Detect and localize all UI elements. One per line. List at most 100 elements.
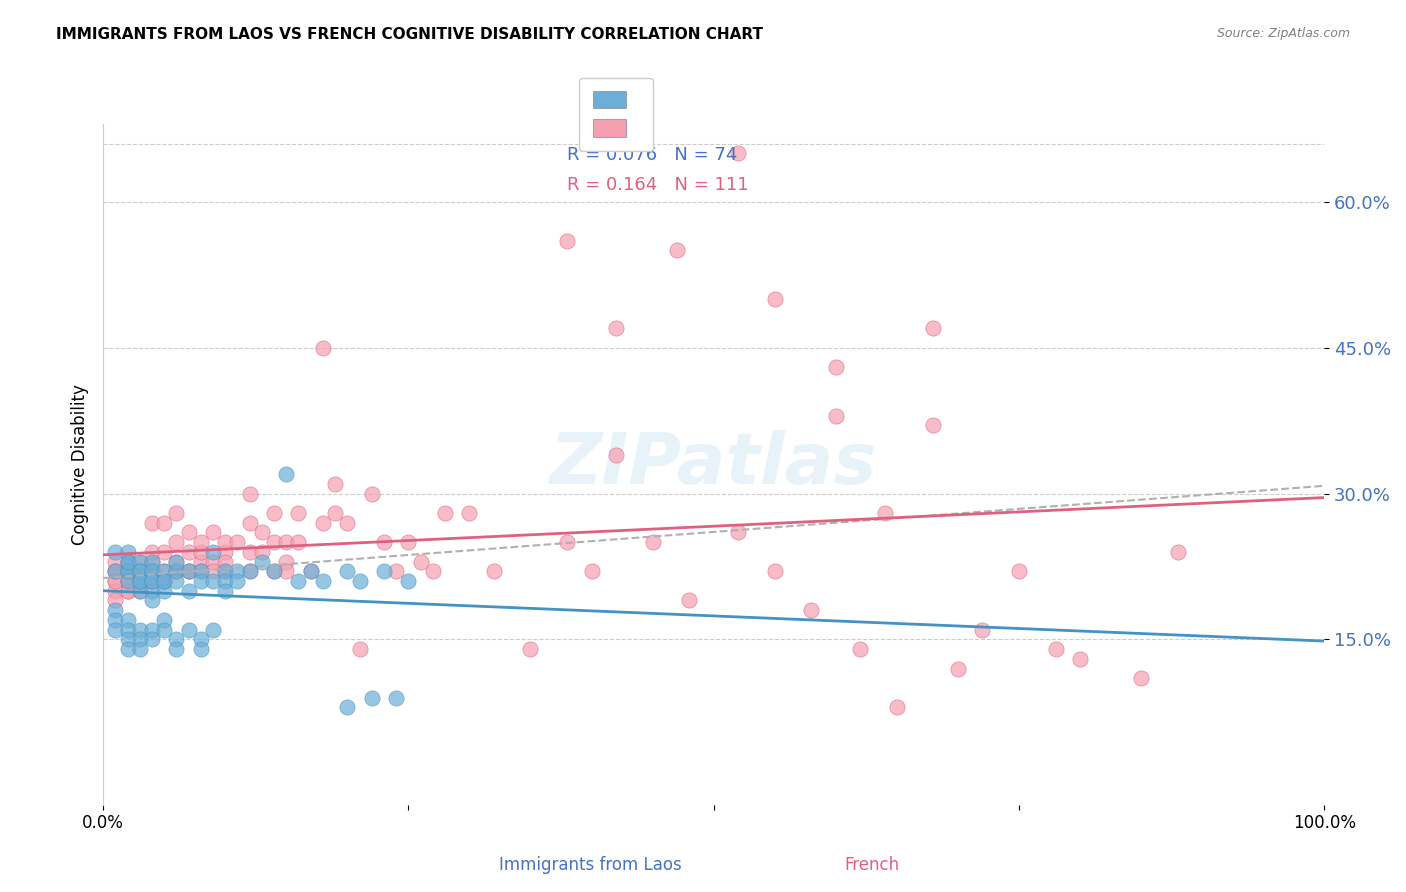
Point [482,564,505,578]
Legend: , : , [579,78,652,151]
Point [276,535,298,549]
Point [141,583,163,598]
Point [128,583,150,598]
Point [141,574,163,588]
Point [141,574,163,588]
Point [128,642,150,657]
Point [177,623,200,637]
Point [128,574,150,588]
Point [104,593,127,607]
Point [214,583,236,598]
Point [336,516,359,530]
Point [128,632,150,647]
Point [128,564,150,578]
Point [214,574,236,588]
Point [141,564,163,578]
Point [763,292,786,306]
Point [555,234,578,248]
Point [117,555,139,569]
Point [849,642,872,657]
Point [214,564,236,578]
Point [190,535,212,549]
Point [165,555,187,569]
Point [336,564,359,578]
Point [128,555,150,569]
Point [287,506,309,520]
Point [177,525,200,540]
Point [153,623,176,637]
Point [336,700,359,714]
Point [117,642,139,657]
Point [226,574,249,588]
Point [141,632,163,647]
Point [250,525,273,540]
Point [763,564,786,578]
Point [165,535,187,549]
Point [153,574,176,588]
Point [190,564,212,578]
Point [165,506,187,520]
Point [202,525,225,540]
Point [409,555,432,569]
Point [190,545,212,559]
Point [153,574,176,588]
Point [1045,642,1067,657]
Point [153,564,176,578]
Point [605,321,627,335]
Point [117,574,139,588]
Point [824,409,846,423]
Point [824,360,846,375]
Point [117,564,139,578]
Point [165,632,187,647]
Point [263,535,285,549]
Point [1008,564,1031,578]
Point [104,564,127,578]
Point [141,555,163,569]
Point [128,623,150,637]
Point [373,564,395,578]
Point [263,564,285,578]
Point [104,613,127,627]
Text: IMMIGRANTS FROM LAOS VS FRENCH COGNITIVE DISABILITY CORRELATION CHART: IMMIGRANTS FROM LAOS VS FRENCH COGNITIVE… [56,27,763,42]
Point [555,535,578,549]
Point [1069,652,1091,666]
Point [972,623,994,637]
Point [141,564,163,578]
Point [202,574,225,588]
Point [165,564,187,578]
Text: Immigrants from Laos: Immigrants from Laos [499,856,682,874]
Point [153,564,176,578]
Point [190,642,212,657]
Point [128,564,150,578]
Text: Source: ZipAtlas.com: Source: ZipAtlas.com [1216,27,1350,40]
Point [312,516,335,530]
Point [128,555,150,569]
Point [727,146,749,161]
Point [519,642,541,657]
Point [104,564,127,578]
Point [177,564,200,578]
Point [153,583,176,598]
Point [165,555,187,569]
Point [153,574,176,588]
Point [276,467,298,481]
Point [117,623,139,637]
Point [641,535,664,549]
Point [250,555,273,569]
Point [141,516,163,530]
Point [422,564,444,578]
Point [605,448,627,462]
Point [141,593,163,607]
Point [128,564,150,578]
Point [104,545,127,559]
Point [276,564,298,578]
Point [214,545,236,559]
Point [128,564,150,578]
Point [190,632,212,647]
Point [360,690,382,705]
Point [128,574,150,588]
Point [141,564,163,578]
Point [349,574,371,588]
Point [239,516,262,530]
Point [153,516,176,530]
